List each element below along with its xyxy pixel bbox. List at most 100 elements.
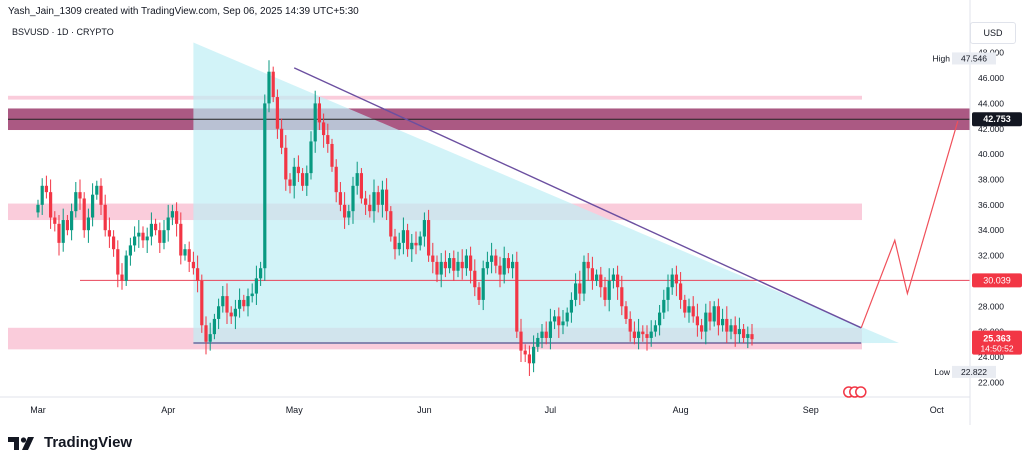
candle-body: [742, 329, 746, 338]
candle: [95, 180, 99, 200]
candle: [162, 220, 166, 250]
candle: [338, 182, 342, 212]
last-price-value: 25.363: [983, 334, 1011, 344]
candle: [166, 204, 170, 242]
candle-body: [154, 223, 158, 231]
candle-body: [254, 278, 258, 294]
candle: [716, 298, 720, 336]
candle: [603, 277, 607, 307]
candle-body: [116, 249, 120, 275]
candle-body: [65, 220, 69, 231]
candle: [351, 176, 355, 224]
candle-body: [124, 255, 128, 281]
candle: [158, 222, 162, 253]
candle: [406, 223, 410, 257]
candle: [725, 306, 729, 344]
candle-body: [523, 350, 527, 355]
candle-body: [288, 179, 292, 186]
candle-body: [393, 236, 397, 250]
candle-body: [574, 283, 578, 300]
low-value: 22.822: [961, 367, 987, 377]
candle: [666, 274, 670, 312]
candle-body: [456, 261, 460, 271]
candle-body: [233, 308, 237, 317]
candle-body: [733, 325, 737, 335]
candle-body: [712, 306, 716, 322]
candle-body: [133, 236, 137, 246]
candle-body: [292, 166, 296, 186]
candle: [708, 301, 712, 331]
high-value-bg: [952, 52, 996, 65]
candle-body: [53, 217, 57, 224]
triangle-pattern: [193, 42, 899, 345]
candle: [750, 324, 754, 346]
candle-body: [641, 331, 645, 335]
candle-body: [620, 287, 624, 307]
candle: [238, 288, 242, 318]
candle-body: [95, 185, 99, 195]
candle: [397, 232, 401, 256]
candle: [452, 250, 456, 281]
candle-body: [36, 204, 40, 213]
candle: [700, 318, 704, 340]
candle-body: [145, 236, 149, 241]
candle-body: [120, 274, 124, 281]
x-tick-label: Jul: [545, 405, 557, 415]
candle-body: [729, 325, 733, 332]
candle: [385, 178, 389, 221]
candle: [330, 138, 334, 172]
candle: [511, 254, 515, 279]
candle: [649, 320, 653, 347]
candle-body: [674, 274, 678, 284]
candle: [460, 249, 464, 280]
y-tick-label: 40.000: [978, 149, 1004, 159]
symbol-label[interactable]: BSVUSD · 1D · CRYPTO: [12, 27, 114, 37]
candle-body: [284, 147, 288, 180]
candle-body: [351, 185, 355, 212]
candle: [532, 335, 536, 373]
candle-body: [721, 318, 725, 326]
candle-body: [355, 173, 359, 186]
level-top-value: 42.753: [983, 114, 1011, 124]
candle-body: [683, 299, 687, 313]
x-axis: Mar Apr May Jun Jul Aug Sep Oct: [0, 386, 970, 415]
candle: [607, 268, 611, 312]
candle-body: [443, 261, 447, 269]
candle: [296, 155, 300, 182]
candle: [254, 265, 258, 305]
candle: [368, 194, 372, 218]
candle-body: [200, 280, 204, 326]
candle-body: [359, 173, 363, 199]
candle-body: [548, 321, 552, 338]
candle-body: [334, 166, 338, 193]
candle-body: [645, 334, 649, 338]
candle: [674, 265, 678, 297]
candle: [191, 251, 195, 275]
low-label: Low: [934, 367, 950, 377]
candle: [317, 97, 321, 131]
candle-body: [86, 217, 90, 231]
candle: [36, 199, 40, 218]
candle-body: [406, 230, 410, 250]
candle: [233, 299, 237, 330]
candle: [380, 180, 384, 218]
candle: [208, 322, 212, 351]
candle: [91, 183, 95, 227]
candle-body: [74, 192, 78, 212]
candle: [431, 242, 435, 274]
candle: [616, 265, 620, 300]
candle-body: [716, 306, 720, 326]
candle: [418, 231, 422, 251]
candle-body: [624, 306, 628, 319]
candle-body: [502, 258, 506, 275]
candle-body: [452, 258, 456, 271]
candle: [561, 310, 565, 335]
candle-body: [149, 223, 153, 237]
candle: [116, 240, 120, 288]
candles-layer: [36, 60, 754, 376]
candle-body: [578, 283, 582, 294]
candle: [334, 159, 338, 203]
tradingview-logo[interactable]: TradingView: [8, 434, 132, 451]
candle: [494, 249, 498, 274]
